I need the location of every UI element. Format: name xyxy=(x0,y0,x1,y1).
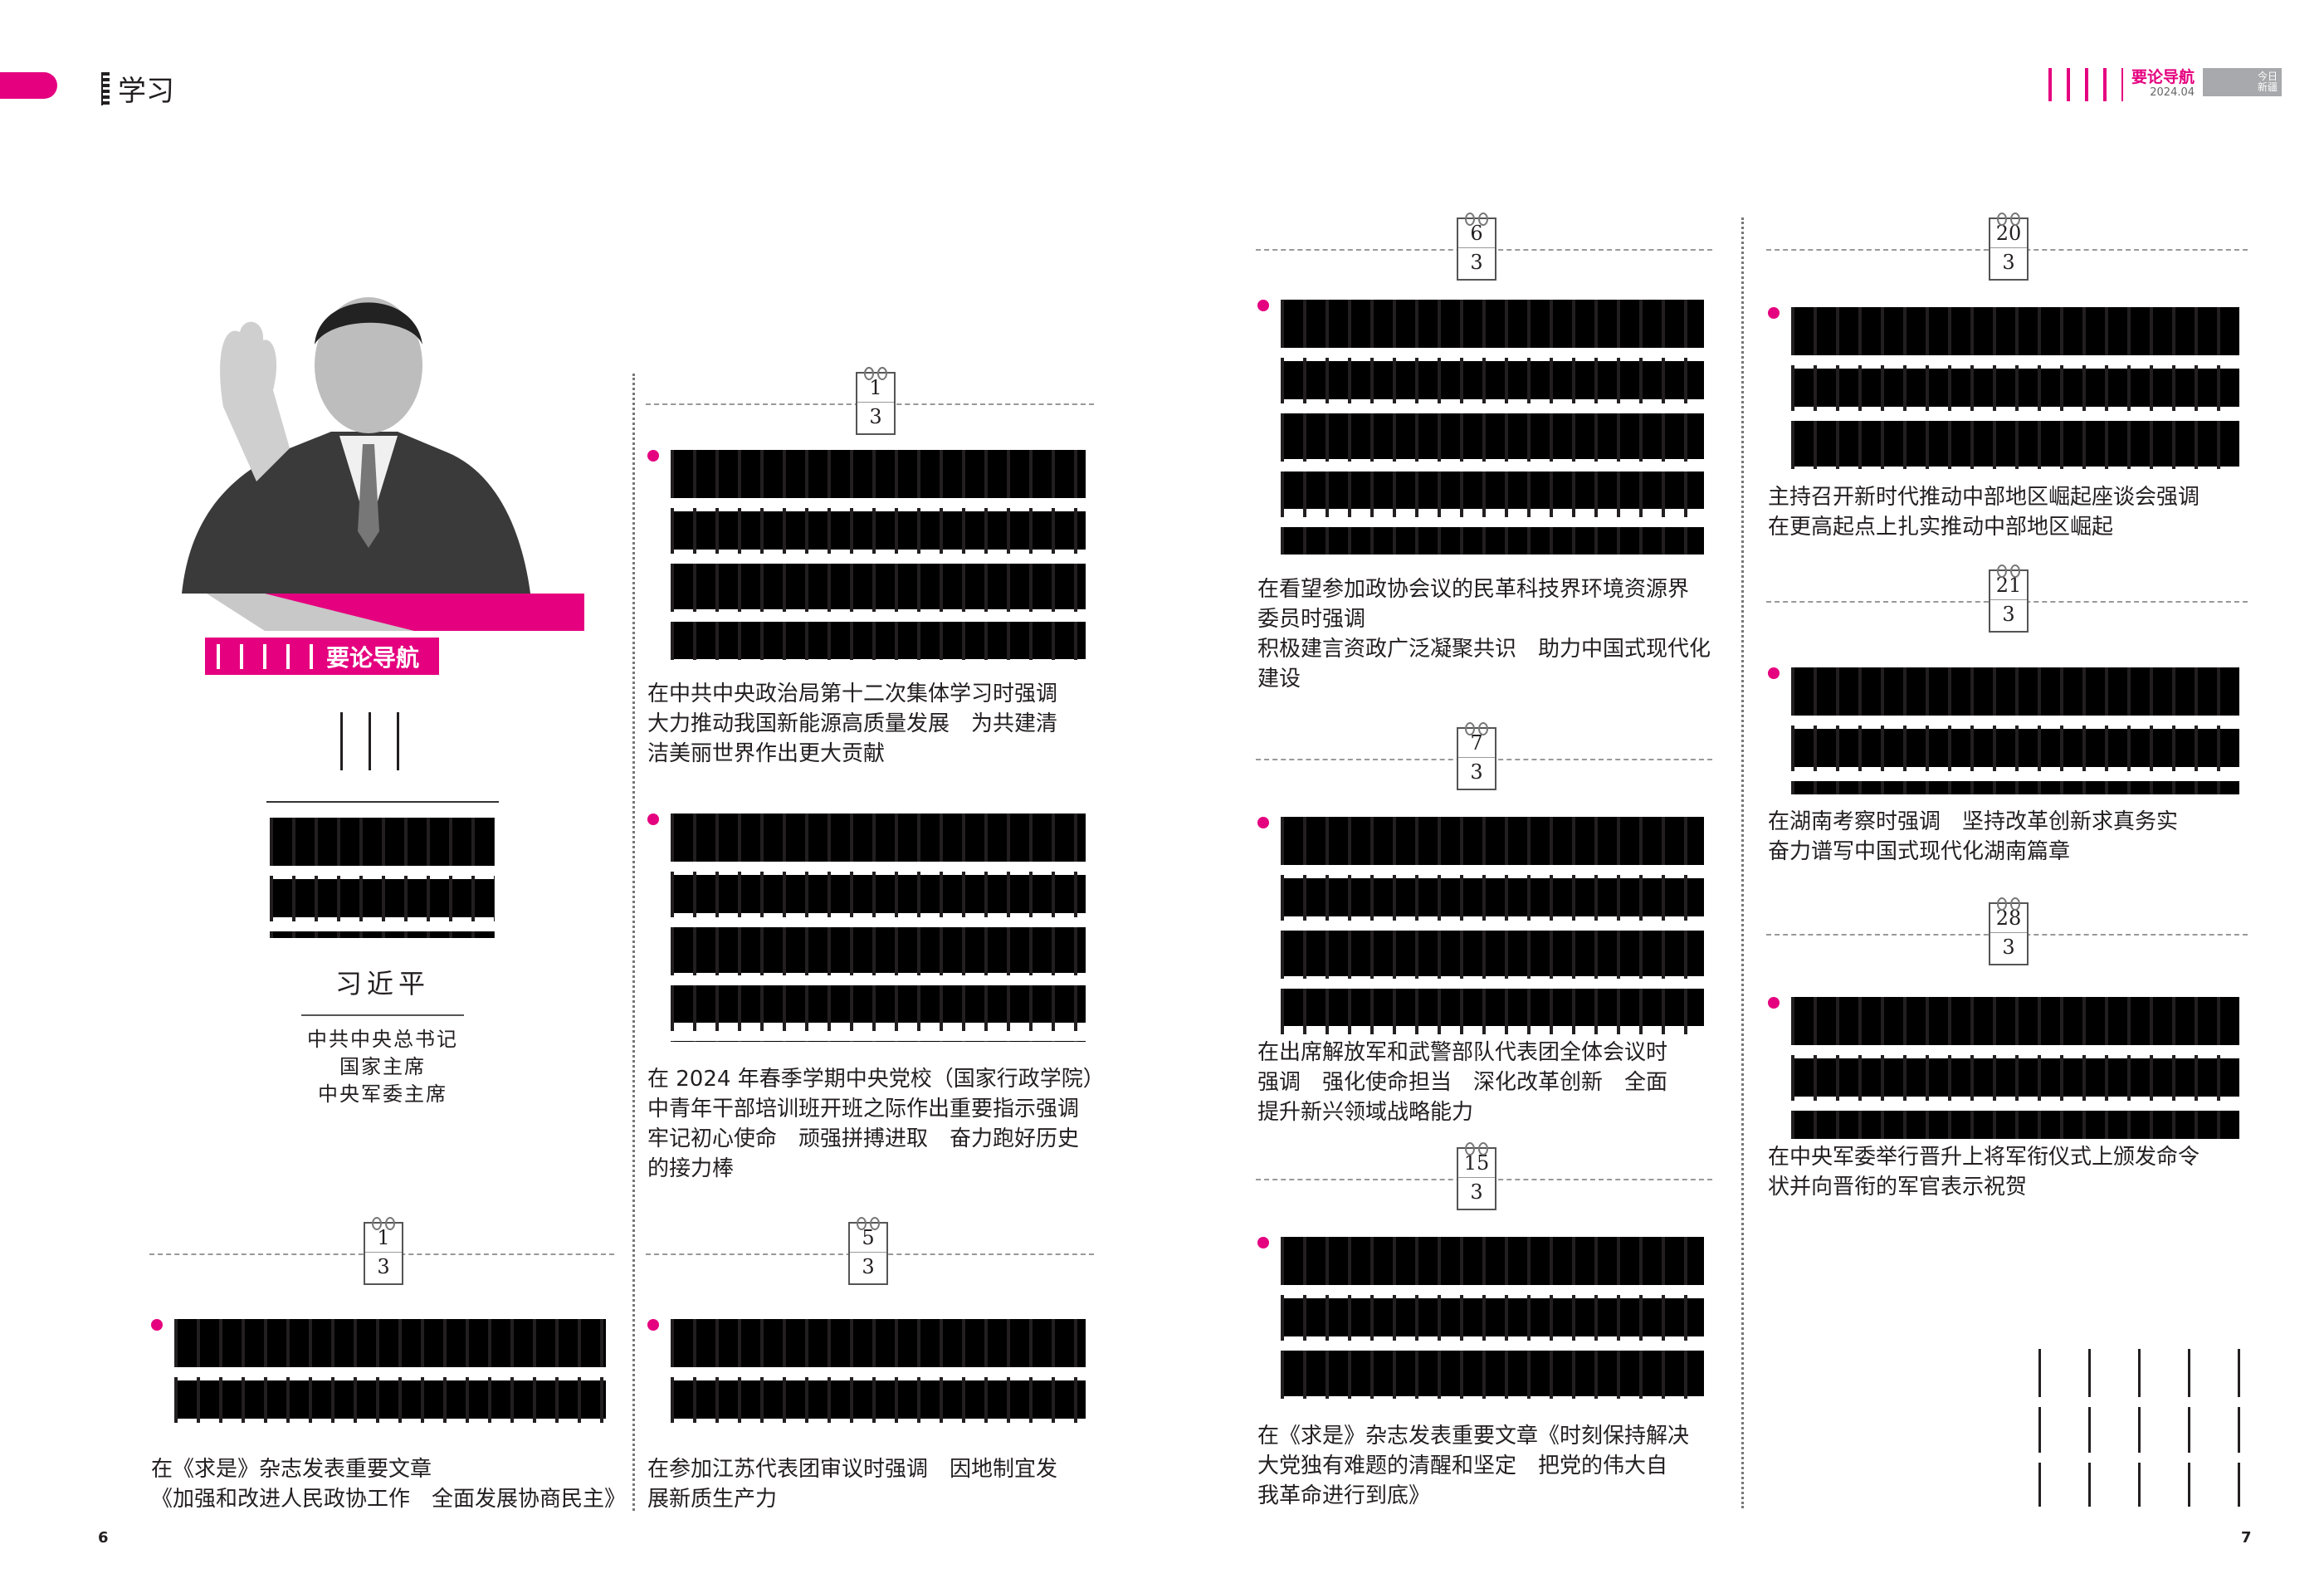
mongolian-script-label xyxy=(101,71,110,105)
column-title: 要论导航 xyxy=(2131,68,2195,86)
bullet-dot xyxy=(151,1319,163,1331)
calendar-date-icon: 28 3 xyxy=(1989,897,2029,965)
mongolian-text-block xyxy=(1281,817,1704,1034)
bullet-dot xyxy=(1768,667,1780,679)
date-month: 3 xyxy=(2002,603,2015,626)
divider xyxy=(266,801,499,803)
mongolian-author-signature xyxy=(340,712,423,770)
entry-caption: 在《求是》杂志发表重要文章《时刻保持解决 大党独有难题的清醒和坚定 把党的伟大自… xyxy=(1257,1424,1690,1508)
entry-caption: 在出席解放军和武警部队代表团全体会议时 强调 强化使命担当 深化改革创新 全面 … xyxy=(1257,1040,1668,1125)
column-divider xyxy=(1741,217,1744,1508)
column-header: 要论导航 2024.04 今日新疆 xyxy=(2048,68,2282,101)
column-divider xyxy=(632,374,635,1511)
section-tab-marker xyxy=(0,72,57,99)
title-line: 中共中央总书记 xyxy=(307,1028,458,1051)
date-day: 21 xyxy=(1990,571,2027,600)
title-line: 中央军委主席 xyxy=(318,1082,447,1106)
mongolian-text-block xyxy=(1281,1237,1704,1402)
mongolian-closing-text xyxy=(2038,1349,2248,1507)
mongolian-text-block xyxy=(671,450,1086,660)
date-day: 5 xyxy=(850,1224,886,1253)
entry-caption: 在《求是》杂志发表重要文章 《加强和改进人民政协工作 全面发展协商民主》 xyxy=(151,1457,627,1512)
portrait-photo xyxy=(182,297,584,631)
author-titles: 中共中央总书记 国家主席 中央军委主席 xyxy=(266,1026,499,1108)
calendar-date-icon: 1 3 xyxy=(364,1217,403,1285)
date-day: 28 xyxy=(1990,904,2027,933)
calendar-date-icon: 7 3 xyxy=(1457,722,1496,790)
entry-caption: 在看望参加政协会议的民革科技界环境资源界 委员时强调 积极建言资政广泛凝聚共识 … xyxy=(1257,577,1711,691)
mongolian-text-block xyxy=(671,814,1086,1042)
magazine-logo: 今日新疆 xyxy=(2203,68,2282,96)
calendar-date-icon: 15 3 xyxy=(1457,1142,1496,1210)
bullet-dot xyxy=(647,814,659,825)
date-day: 7 xyxy=(1458,729,1495,758)
feature-banner: 要论导航 xyxy=(205,638,439,675)
calendar-date-icon: 21 3 xyxy=(1989,564,2029,633)
date-month: 3 xyxy=(1470,760,1483,784)
page-number-left: 6 xyxy=(98,1529,109,1546)
bullet-dot xyxy=(1768,307,1780,319)
title-line: 国家主席 xyxy=(339,1055,426,1078)
date-day: 1 xyxy=(365,1224,402,1253)
date-day: 1 xyxy=(857,374,894,403)
pink-band xyxy=(265,594,584,631)
magazine-name: 今日新疆 xyxy=(2258,71,2278,93)
calendar-date-icon: 1 3 xyxy=(856,367,896,435)
entry-caption: 在 2024 年春季学期中央党校（国家行政学院） 中青年干部培训班开班之际作出重… xyxy=(647,1067,1105,1181)
mongolian-banner-text xyxy=(217,643,316,669)
bullet-dot xyxy=(1257,1237,1269,1248)
mongolian-text-block xyxy=(671,1319,1086,1424)
date-month: 3 xyxy=(862,1255,875,1278)
bullet-dot xyxy=(647,1319,659,1331)
calendar-date-icon: 6 3 xyxy=(1457,213,1496,281)
entry-caption: 在参加江苏代表团审议时强调 因地制宜发 展新质生产力 xyxy=(647,1457,1058,1512)
date-day: 15 xyxy=(1458,1149,1495,1178)
mongolian-column-title xyxy=(2048,68,2123,101)
divider xyxy=(301,1014,464,1016)
date-month: 3 xyxy=(377,1255,390,1278)
date-month: 3 xyxy=(1470,1180,1483,1204)
bullet-dot xyxy=(1257,300,1269,311)
mongolian-text-block xyxy=(1281,300,1704,555)
mongolian-text-block xyxy=(1791,667,2239,794)
section-header: 学习 xyxy=(101,68,174,109)
bullet-dot xyxy=(1768,997,1780,1009)
mongolian-author-titles xyxy=(270,818,495,938)
bullet-dot xyxy=(647,450,659,462)
entry-caption: 在中共中央政治局第十二次集体学习时强调 大力推动我国新能源高质量发展 为共建清 … xyxy=(647,682,1058,766)
banner-label: 要论导航 xyxy=(326,643,420,672)
mongolian-text-block xyxy=(1791,997,2239,1139)
page-number-right: 7 xyxy=(2241,1529,2252,1546)
date-month: 3 xyxy=(2002,251,2015,274)
mongolian-text-block xyxy=(174,1319,606,1424)
entry-caption: 在湖南考察时强调 坚持改革创新求真务实 奋力谱写中国式现代化湖南篇章 xyxy=(1768,809,2179,864)
section-title: 学习 xyxy=(118,75,174,108)
issue-date: 2024.04 xyxy=(2150,86,2195,99)
calendar-date-icon: 5 3 xyxy=(848,1217,888,1285)
calendar-date-icon: 20 3 xyxy=(1989,213,2029,281)
date-day: 20 xyxy=(1990,219,2027,248)
entry-caption: 在中央军委举行晋升上将军衔仪式上颁发命令 状并向晋衔的军官表示祝贺 xyxy=(1768,1145,2200,1200)
date-month: 3 xyxy=(869,405,882,428)
entry-caption: 主持召开新时代推动中部地区崛起座谈会强调 在更高起点上扎实推动中部地区崛起 xyxy=(1768,485,2200,540)
bullet-dot xyxy=(1257,817,1269,828)
mongolian-text-block xyxy=(1791,307,2239,472)
date-month: 3 xyxy=(2002,936,2015,959)
date-month: 3 xyxy=(1470,251,1483,274)
date-day: 6 xyxy=(1458,219,1495,248)
author-name: 习近平 xyxy=(334,968,430,999)
